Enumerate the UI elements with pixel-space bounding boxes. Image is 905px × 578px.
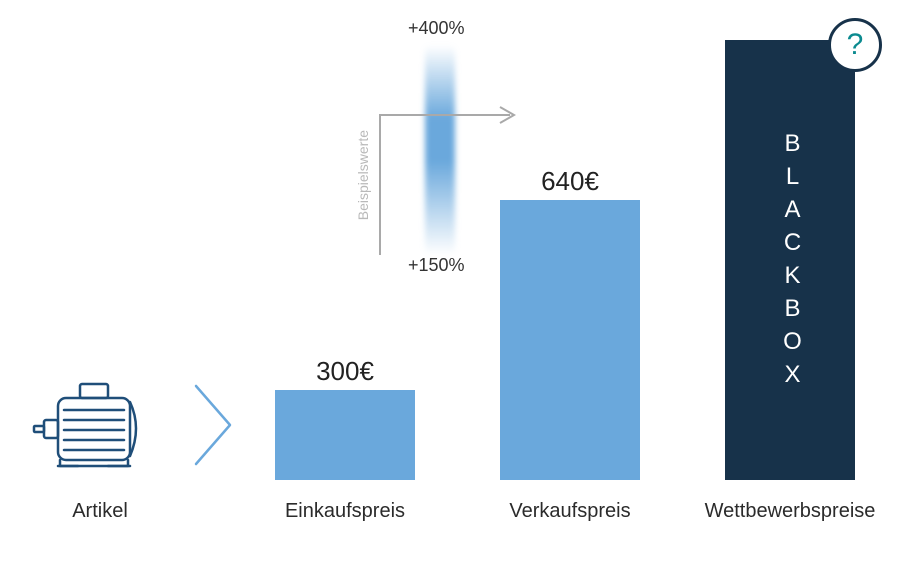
bar-sale-value: 640€ [500, 166, 640, 197]
range-upper-label: +400% [408, 18, 465, 39]
question-mark-symbol: ? [847, 28, 864, 62]
label-purchase: Einkaufspreis [275, 500, 415, 523]
range-side-label: Beispielswerte [355, 130, 371, 220]
blackbox-label: BLACKBOX [778, 130, 806, 394]
infographic-stage: +400% +150% Beispielswerte 300€ 640€ BLA… [0, 0, 905, 578]
label-competitor: Wettbewerbspreise [690, 500, 890, 523]
bar-purchase [275, 390, 415, 480]
bar-sale [500, 200, 640, 480]
bar-purchase-value: 300€ [275, 356, 415, 387]
question-mark-icon: ? [828, 18, 882, 72]
label-article: Artikel [40, 500, 160, 523]
label-sale: Verkaufspreis [500, 500, 640, 523]
range-lower-label: +150% [408, 255, 465, 276]
